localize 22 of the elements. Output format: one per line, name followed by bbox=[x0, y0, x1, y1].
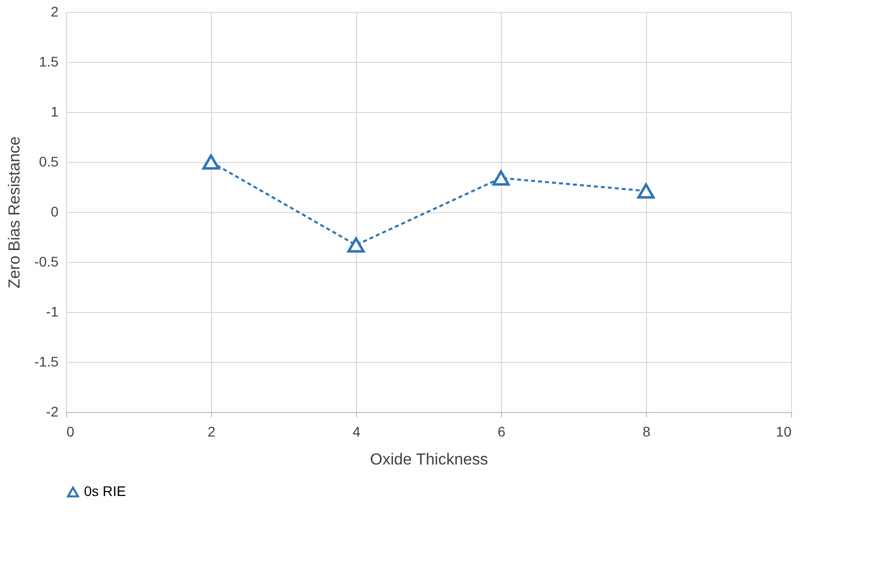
point bbox=[202, 154, 220, 170]
point bbox=[347, 237, 365, 253]
y-tick-label: 0.5 bbox=[39, 154, 59, 170]
x-tick-label: 8 bbox=[642, 424, 651, 440]
y-tick-label: -1.5 bbox=[34, 354, 59, 370]
legend-label: 0s RIE bbox=[84, 483, 126, 499]
x-tick-label: 6 bbox=[498, 424, 506, 440]
y-tick-label: 0 bbox=[50, 204, 59, 220]
x-tick-label: 2 bbox=[208, 424, 216, 440]
x-tick-label: 0 bbox=[66, 424, 74, 440]
point bbox=[637, 183, 655, 199]
y-tick-label: -1 bbox=[46, 304, 59, 320]
point bbox=[492, 170, 510, 186]
y-tick-label: 2 bbox=[50, 4, 59, 20]
x-axis-title: Oxide Thickness bbox=[370, 452, 488, 468]
y-tick-label: -0.5 bbox=[34, 254, 59, 270]
y-axis-title: Zero Bias Resistance bbox=[6, 136, 24, 289]
y-tick-label: -2 bbox=[46, 404, 59, 420]
x-tick-label: 10 bbox=[776, 424, 792, 440]
y-tick-label: 1 bbox=[50, 104, 59, 120]
x-tick-label: 4 bbox=[352, 424, 361, 440]
y-tick-label: 1.5 bbox=[39, 54, 59, 70]
